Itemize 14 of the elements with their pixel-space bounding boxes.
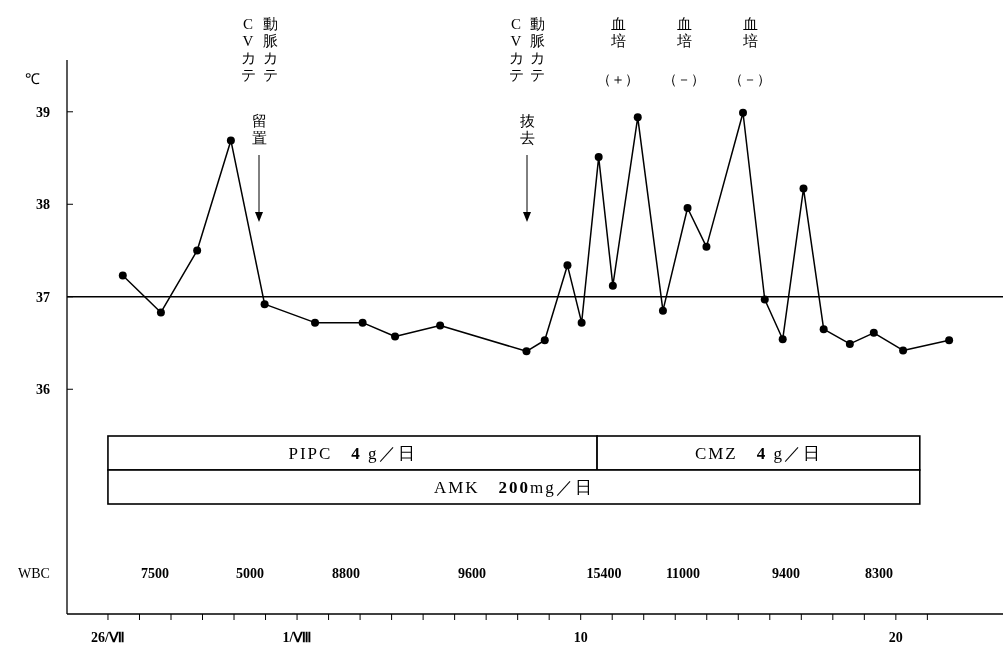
y-tick-label: 39 (36, 104, 50, 120)
x-tick-label: 10 (573, 630, 588, 645)
band-label: PIPC 4 g／日 (288, 444, 417, 463)
annotation: 留置 (251, 113, 267, 146)
band-label: CMZ 4 g／日 (694, 444, 822, 463)
x-tick-label: 20 (888, 630, 903, 645)
band-label: AMK 200mg／日 (433, 478, 594, 497)
annotation: 抜去 (519, 113, 535, 146)
y-tick-label: 38 (36, 197, 50, 213)
x-tick-label: 1/Ⅷ (282, 630, 312, 645)
y-tick-label: 37 (36, 289, 50, 305)
y-axis-title: ℃ (24, 71, 40, 87)
y-tick-label: 36 (36, 382, 50, 398)
x-tick-label: 26/Ⅶ (91, 630, 125, 645)
